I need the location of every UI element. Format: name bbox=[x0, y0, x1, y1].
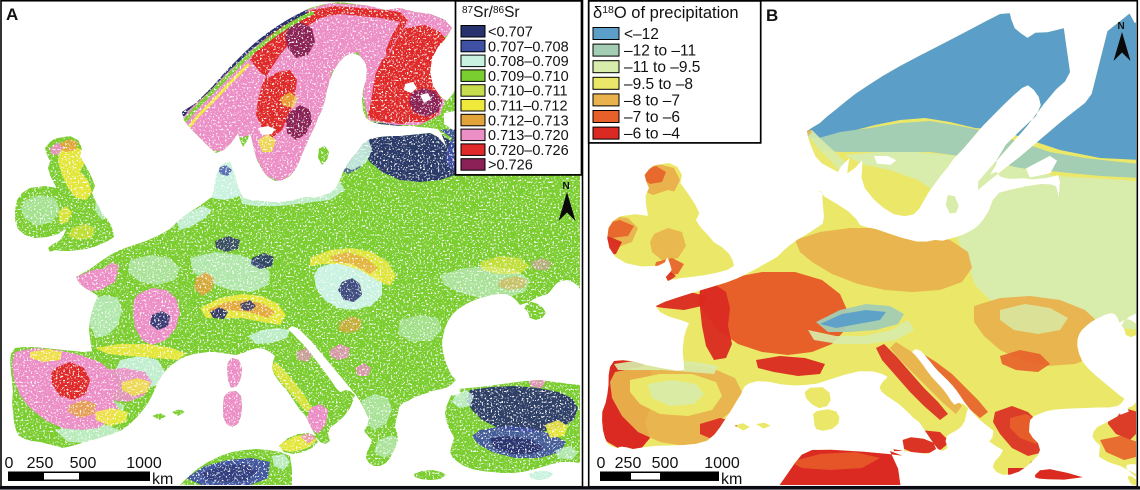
svg-text:87Sr/86Sr: 87Sr/86Sr bbox=[462, 4, 520, 21]
svg-text:1000: 1000 bbox=[704, 455, 740, 472]
svg-text:500: 500 bbox=[70, 455, 97, 472]
svg-text:–8 to –7: –8 to –7 bbox=[624, 92, 680, 109]
svg-text:A: A bbox=[6, 5, 18, 24]
svg-text:0: 0 bbox=[5, 455, 14, 472]
svg-text:δ18O of precipitation: δ18O of precipitation bbox=[593, 4, 739, 22]
svg-text:250: 250 bbox=[27, 455, 54, 472]
svg-text:0.713–0.720: 0.713–0.720 bbox=[488, 128, 569, 144]
svg-text:1000: 1000 bbox=[126, 455, 162, 472]
svg-text:0.711–0.712: 0.711–0.712 bbox=[488, 99, 568, 115]
svg-text:0: 0 bbox=[597, 455, 606, 472]
svg-text:0.709–0.710: 0.709–0.710 bbox=[488, 69, 569, 85]
svg-text:0.720–0.726: 0.720–0.726 bbox=[488, 143, 569, 159]
svg-text:B: B bbox=[766, 6, 778, 25]
svg-text:0.708–0.709: 0.708–0.709 bbox=[488, 54, 569, 70]
svg-text:0.712–0.713: 0.712–0.713 bbox=[488, 113, 569, 129]
svg-text:<–12: <–12 bbox=[624, 26, 659, 43]
svg-text:–9.5 to –8: –9.5 to –8 bbox=[624, 76, 693, 93]
svg-text:<0.707: <0.707 bbox=[488, 25, 533, 41]
svg-text:–12 to –11: –12 to –11 bbox=[624, 43, 696, 60]
svg-text:0.707–0.708: 0.707–0.708 bbox=[488, 39, 569, 55]
svg-text:500: 500 bbox=[652, 455, 679, 472]
svg-text:km: km bbox=[721, 471, 742, 488]
svg-text:0.710–0.711: 0.710–0.711 bbox=[488, 84, 568, 100]
svg-text:km: km bbox=[152, 471, 173, 488]
svg-text:N: N bbox=[563, 181, 570, 192]
svg-text:>0.726: >0.726 bbox=[488, 158, 533, 174]
svg-text:–11 to –9.5: –11 to –9.5 bbox=[624, 59, 700, 76]
svg-text:250: 250 bbox=[615, 455, 642, 472]
svg-text:–7 to –6: –7 to –6 bbox=[624, 109, 680, 126]
svg-text:–6 to –4: –6 to –4 bbox=[624, 126, 680, 143]
svg-text:N: N bbox=[1118, 21, 1125, 32]
